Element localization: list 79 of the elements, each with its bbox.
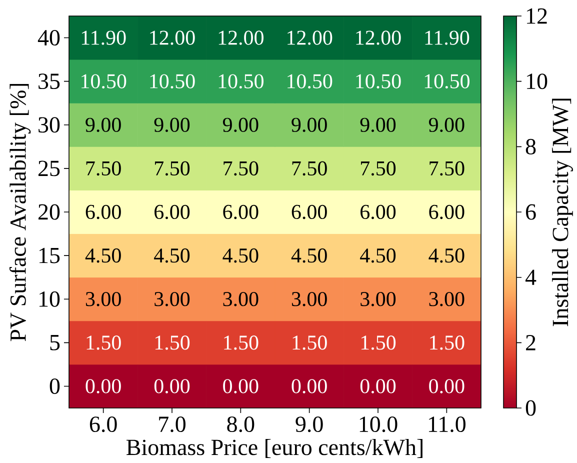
- color-bar-label: 6: [526, 204, 536, 220]
- x-tick-label: 8.0: [227, 416, 254, 432]
- color-bar-label: 8: [526, 138, 536, 154]
- data-label: 4.50: [360, 248, 396, 263]
- data-label: 6.00: [86, 204, 121, 220]
- data-label: 9.00: [360, 118, 396, 132]
- data-label: 7.50: [292, 161, 327, 176]
- data-label: 7.50: [224, 161, 258, 176]
- data-label: 9.00: [86, 118, 121, 132]
- color-bar-label: 0: [526, 400, 536, 416]
- data-label: 1.50: [155, 336, 190, 350]
- data-label: 3.00: [292, 292, 327, 306]
- y-tick-label: 20: [38, 204, 60, 220]
- data-label: 3.00: [86, 292, 121, 306]
- data-label: 9.00: [428, 118, 464, 132]
- y-tick-label: 15: [39, 248, 60, 264]
- y-tick-label: 10: [39, 291, 60, 307]
- color-bar-label: 2: [526, 335, 536, 350]
- data-label: 3.00: [223, 292, 258, 306]
- x-tick-label: 6.0: [90, 416, 117, 432]
- data-label: 3.00: [154, 292, 190, 306]
- y-tick-label: 25: [38, 160, 60, 176]
- y-tick-label: 30: [38, 117, 60, 133]
- data-label: 11.90: [425, 30, 470, 45]
- y-axis-title: PV Surface Availability [%]: [9, 84, 31, 342]
- data-label: 0.00: [86, 379, 121, 394]
- color-bar-title: Installed Capacity [MW]: [552, 98, 573, 326]
- data-label: 6.00: [154, 204, 190, 220]
- data-label: 0.00: [360, 379, 396, 394]
- y-tick-label: 35: [38, 74, 60, 90]
- data-label: 0.00: [429, 379, 464, 394]
- data-label: 1.50: [224, 336, 258, 350]
- data-label: 4.50: [222, 248, 258, 263]
- data-label: 6.00: [429, 204, 464, 220]
- data-label: 7.50: [86, 161, 121, 176]
- y-tick-label: 40: [38, 30, 60, 46]
- data-label: 4.50: [85, 248, 121, 263]
- data-label: 4.50: [154, 248, 190, 263]
- data-label: 10.50: [82, 74, 126, 88]
- data-label: 4.50: [428, 248, 464, 263]
- data-label: 6.00: [360, 204, 396, 220]
- data-label: 0.00: [154, 379, 190, 394]
- data-label: 3.00: [360, 292, 396, 306]
- data-label: 0.00: [292, 379, 327, 394]
- data-label: 9.00: [292, 118, 327, 132]
- x-tick-label: 10.0: [360, 416, 398, 432]
- data-label: 10.50: [218, 74, 264, 88]
- x-tick-label: 9.0: [296, 416, 323, 432]
- data-label: 12.00: [150, 30, 195, 45]
- data-label: 10.50: [150, 74, 195, 88]
- x-tick-label: 7.0: [159, 416, 186, 432]
- data-label: 12.00: [288, 30, 332, 45]
- color-bar-label: 12: [527, 8, 547, 24]
- data-label: 11.90: [82, 30, 126, 45]
- data-label: 1.50: [86, 336, 121, 350]
- data-label: 10.50: [424, 74, 470, 88]
- data-label: 6.00: [292, 204, 327, 220]
- color-bar-label: 4: [525, 270, 536, 285]
- data-label: 1.50: [361, 336, 396, 350]
- x-axis-title: Biomass Price [euro cents/kWh]: [126, 438, 422, 458]
- data-label: 9.00: [222, 118, 258, 132]
- x-tick-label: 11.0: [428, 416, 466, 432]
- y-tick-label: 0: [50, 378, 60, 394]
- data-label: 1.50: [430, 336, 464, 350]
- data-label: 7.50: [361, 161, 396, 176]
- y-tick-label: 5: [50, 335, 60, 350]
- data-label: 6.00: [223, 204, 258, 220]
- data-label: 12.00: [356, 30, 401, 45]
- data-label: 3.00: [429, 292, 464, 306]
- data-label: 7.50: [155, 161, 190, 176]
- data-label: 10.50: [288, 74, 332, 88]
- data-label: 12.00: [218, 30, 264, 45]
- data-label: 10.50: [356, 74, 401, 88]
- data-label: 7.50: [430, 161, 464, 176]
- color-bar-label: 10: [527, 74, 548, 90]
- data-label: 1.50: [292, 336, 327, 350]
- data-label: 4.50: [291, 248, 327, 263]
- data-label: 9.00: [154, 118, 190, 132]
- data-label: 0.00: [223, 379, 258, 394]
